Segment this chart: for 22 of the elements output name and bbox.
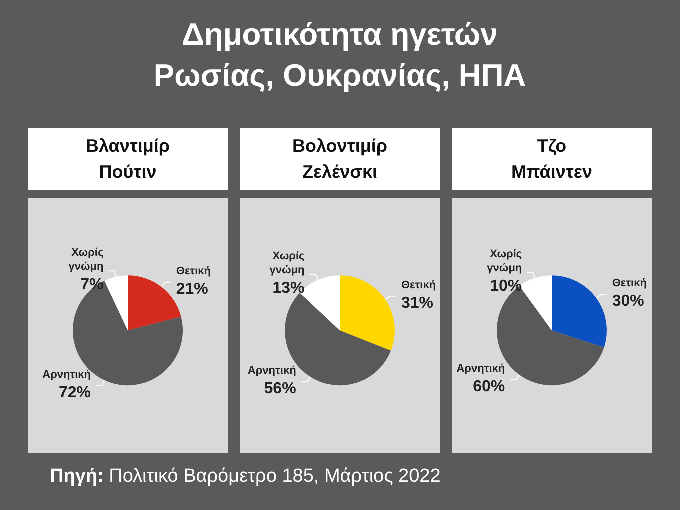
- slice-label: Χωρίς γνώμη: [270, 250, 306, 277]
- slice-label: Αρνητική: [248, 365, 297, 378]
- slice-label: Χωρίς γνώμη: [68, 247, 104, 274]
- text: Δημοτικότητα ηγετών Ρωσίας, Ουκρανίας, ΗΠΑ: [152, 16, 528, 95]
- slice-label: Θετική: [176, 265, 212, 278]
- slice-label: Χωρίς γνώμη: [487, 248, 522, 275]
- chart-title: Τζο Μπάιντεν: [510, 135, 594, 184]
- data-label: 60%: [473, 378, 506, 396]
- text: Πηγή: Πολιτικό Βαρόμετρο 185, Μάρτιος 2022: [50, 466, 441, 488]
- slice-label: Θετική: [612, 278, 648, 290]
- chart-title: Βολοντιμίρ Ζελένσκι: [292, 135, 388, 184]
- slice-label: Αρνητική: [42, 368, 92, 381]
- slice-label: Αρνητική: [456, 362, 506, 375]
- data-label: 31%: [401, 294, 434, 312]
- data-label: 21%: [176, 280, 208, 298]
- data-label: 72%: [58, 384, 92, 402]
- data-label: 13%: [272, 280, 305, 298]
- data-label: 10%: [490, 278, 522, 296]
- data-label: 30%: [612, 293, 644, 310]
- slice-label: Θετική: [401, 279, 436, 292]
- data-label: 56%: [264, 380, 296, 398]
- chart-title: Βλαντιμίρ Πούτιν: [84, 135, 172, 184]
